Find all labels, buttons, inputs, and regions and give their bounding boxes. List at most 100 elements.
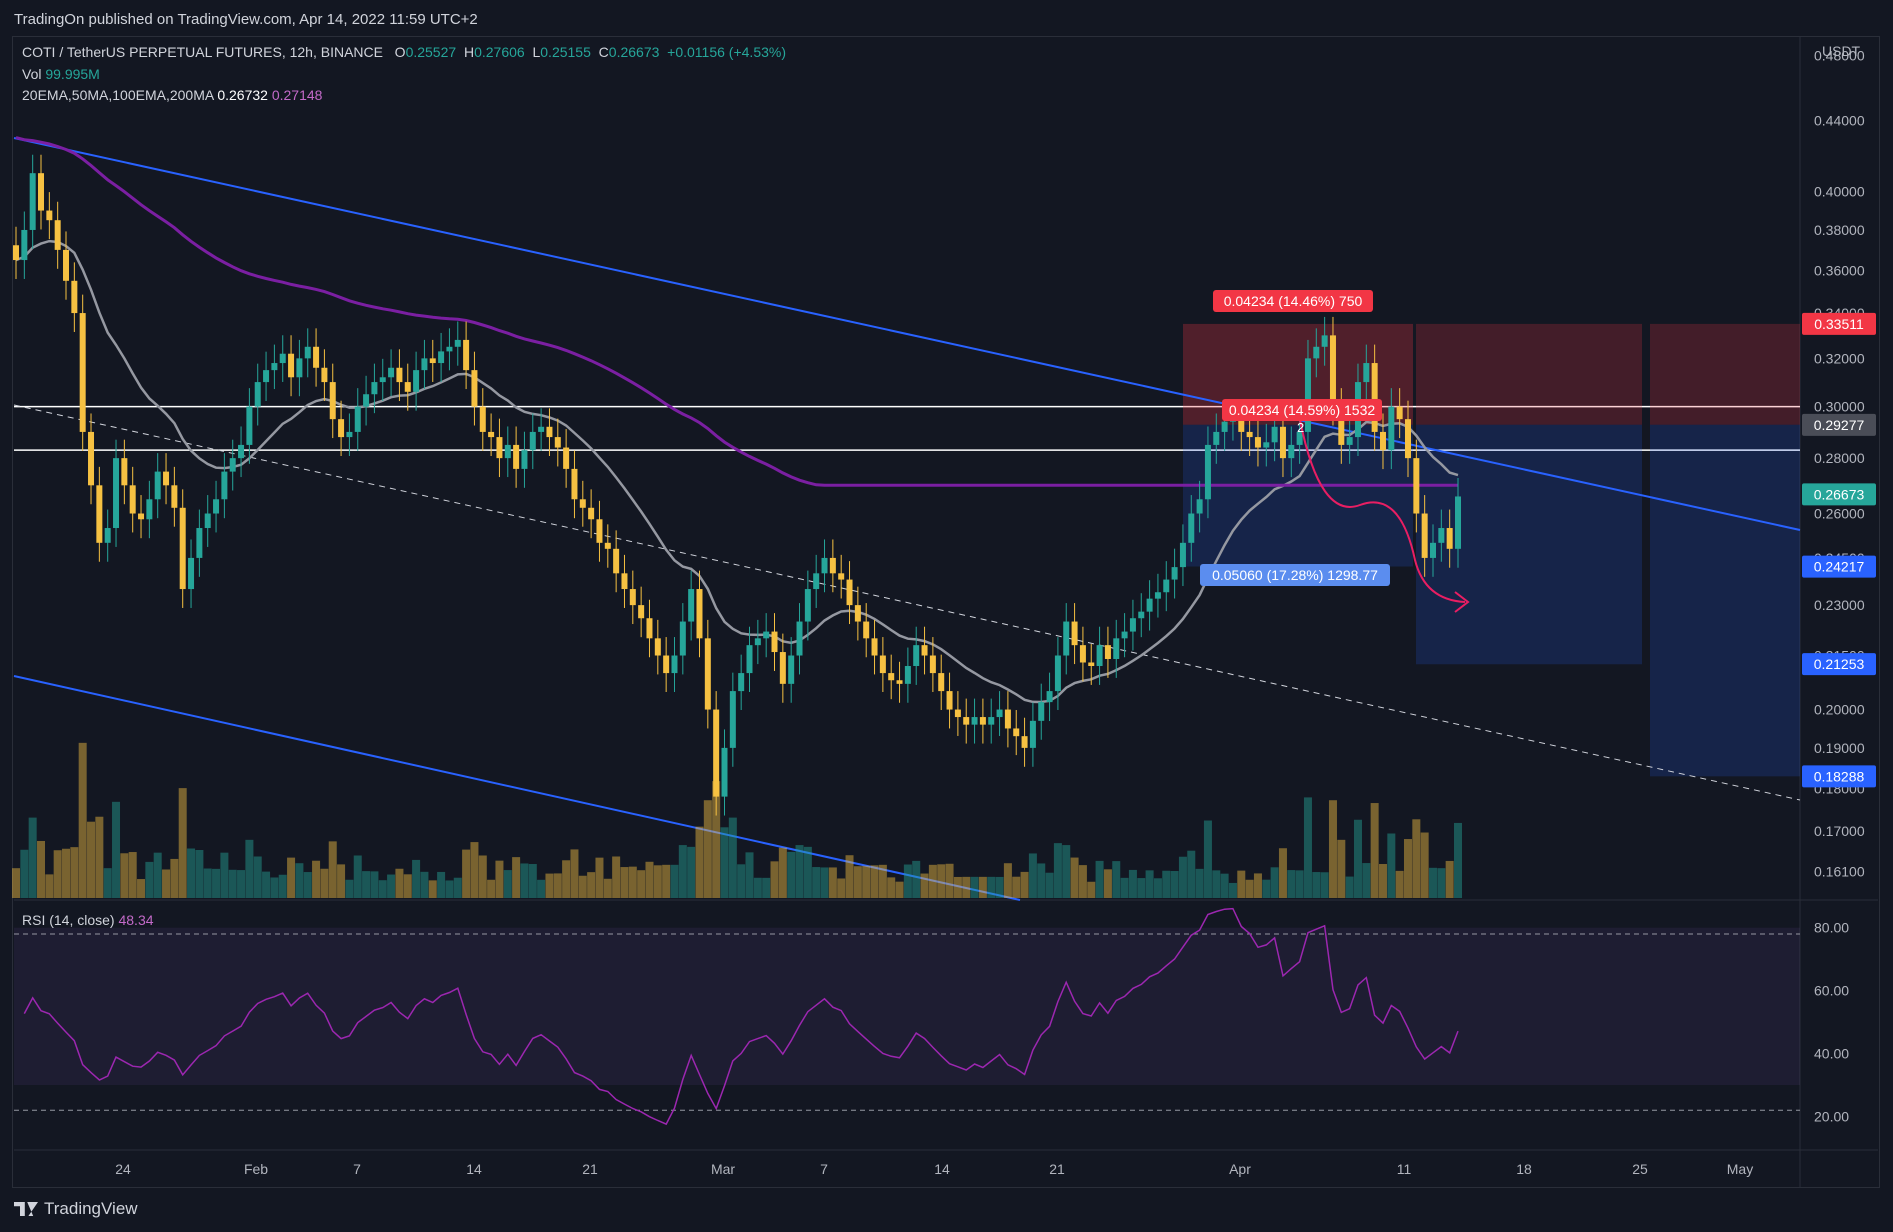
- volume-bar: [1353, 819, 1362, 898]
- volume-bar: [520, 863, 529, 898]
- volume-bar: [1037, 863, 1046, 898]
- candle-body: [379, 377, 386, 383]
- rsi-band: [14, 927, 1800, 1086]
- candle-body: [588, 507, 595, 520]
- candle-body: [788, 655, 795, 684]
- trendline-lower: [13, 675, 1021, 901]
- volume-bar: [595, 857, 604, 898]
- candle-body: [596, 519, 603, 543]
- volume-bar: [1145, 870, 1154, 898]
- projection-path: [1299, 419, 1466, 603]
- volume-bar: [312, 860, 321, 898]
- volume-bar: [787, 851, 796, 898]
- volume-bar: [512, 857, 521, 898]
- volume-bar: [1337, 839, 1346, 898]
- tradingview-logo-text: TradingView: [44, 1199, 138, 1218]
- mid-label-2: 2: [1297, 420, 1304, 435]
- volume-bar: [1170, 870, 1179, 898]
- candle-body: [1396, 406, 1403, 420]
- candle-body: [429, 358, 436, 364]
- volume-bar: [395, 868, 404, 898]
- candle-body: [1446, 528, 1453, 549]
- tradingview-logo[interactable]: TradingView: [14, 1199, 138, 1219]
- price-tick-label: 0.32000: [1814, 350, 1865, 366]
- candle-body: [171, 485, 178, 508]
- candle-body: [1338, 406, 1345, 445]
- chart-frame[interactable]: [12, 36, 1880, 1188]
- candle-body: [821, 557, 828, 574]
- high-label: H: [463, 44, 475, 60]
- volume-bar: [570, 849, 579, 898]
- volume-bar: [762, 877, 771, 898]
- price-badge: [1802, 413, 1876, 436]
- volume-bar: [1345, 876, 1354, 898]
- candle-body: [1163, 579, 1170, 593]
- volume-bar: [162, 869, 171, 898]
- candle-body: [246, 406, 253, 445]
- candle-body: [1029, 720, 1036, 748]
- rsi-tick-label: 60.00: [1814, 983, 1849, 999]
- candle-body: [63, 249, 70, 281]
- volume-bar: [1103, 869, 1112, 898]
- volume-bar: [537, 879, 546, 898]
- price-tick-label: 0.23000: [1814, 597, 1865, 613]
- volume-bar: [120, 853, 129, 898]
- price-badge-label: 0.29277: [1814, 417, 1865, 433]
- volume-bar: [303, 872, 312, 898]
- volume-bar: [937, 864, 946, 898]
- volume-bar: [620, 867, 629, 898]
- candle-body: [1363, 363, 1370, 383]
- volume-bar: [1128, 869, 1137, 898]
- candle-body: [13, 245, 19, 261]
- volume-bar: [470, 842, 479, 898]
- volume-bar: [737, 864, 746, 898]
- candle-body: [846, 579, 853, 606]
- volume-bar: [1270, 867, 1279, 898]
- candle-body: [1379, 431, 1386, 451]
- volume-bar: [828, 867, 837, 898]
- volume-bar: [653, 865, 662, 898]
- volume-bar: [1153, 878, 1162, 898]
- candle-body: [871, 638, 878, 656]
- volume-bar: [803, 846, 812, 898]
- volume-bar: [837, 878, 846, 898]
- volume-bar: [1195, 868, 1204, 898]
- stop-zone-2: [1416, 424, 1642, 665]
- candle-body: [613, 548, 620, 574]
- volume-bar: [612, 856, 621, 898]
- volume-bar: [212, 868, 221, 898]
- volume-bar: [170, 858, 179, 898]
- candle-body: [329, 382, 336, 420]
- candle-body: [388, 367, 395, 378]
- candle-body: [1021, 736, 1028, 748]
- volume-bar: [387, 874, 396, 898]
- volume-bar: [778, 847, 787, 898]
- candle-body: [1113, 638, 1120, 659]
- volume-bar: [1428, 867, 1437, 898]
- volume-bar: [1395, 870, 1404, 898]
- volume-bar: [1178, 856, 1187, 898]
- candle-body: [354, 406, 361, 432]
- close-value: 0.26673: [608, 44, 660, 60]
- volume-bar: [53, 850, 62, 898]
- volume-bar: [195, 849, 204, 898]
- candle-body: [146, 499, 153, 520]
- volume-bar: [362, 871, 371, 898]
- volume-bar: [1095, 860, 1104, 898]
- ma200-line: [15, 136, 1458, 487]
- volume-bar: [420, 871, 429, 898]
- candle-body: [1038, 702, 1045, 721]
- volume-bar: [1062, 845, 1071, 898]
- volume-bar: [1454, 822, 1462, 898]
- volume-bar: [295, 863, 304, 898]
- candle-body: [313, 346, 320, 368]
- volume-bar: [1287, 870, 1296, 898]
- candle-body: [988, 717, 995, 725]
- candle-body: [1138, 611, 1145, 619]
- symbol-label: COTI / TetherUS PERPETUAL FUTURES, 12h, …: [22, 44, 383, 60]
- candle-body: [1088, 662, 1095, 667]
- candle-body: [954, 709, 961, 718]
- volume-bar: [662, 864, 671, 898]
- candle-body: [1404, 419, 1411, 459]
